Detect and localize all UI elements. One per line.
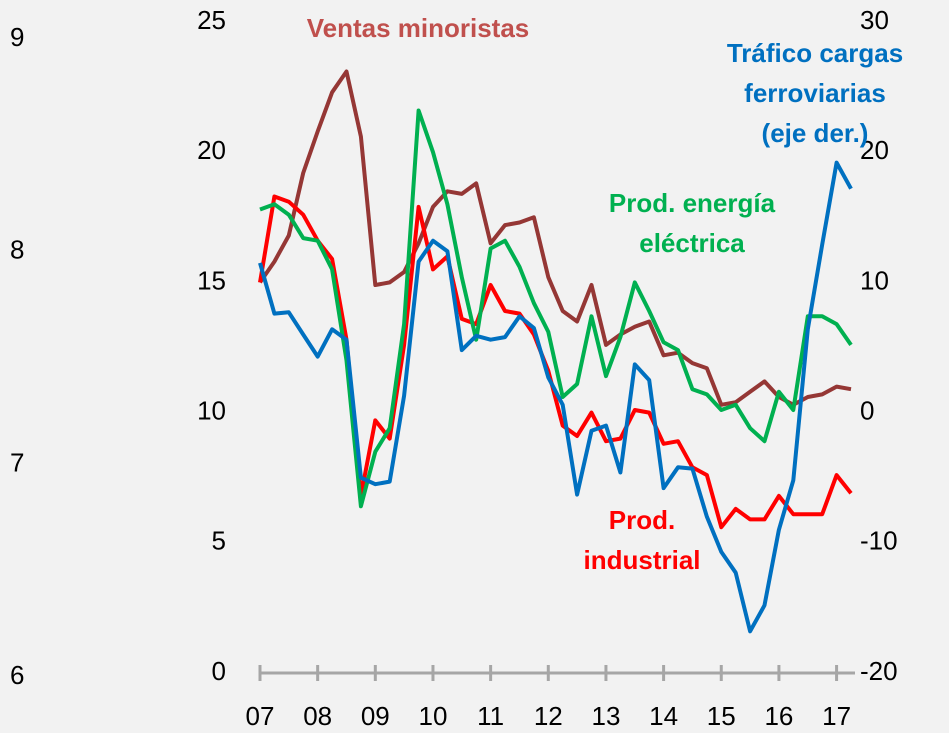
x-tick-label: 17	[822, 701, 851, 731]
y-tick-label: 25	[197, 5, 226, 35]
y2-tick-label: 30	[860, 5, 889, 35]
y2-tick-label: -10	[860, 526, 898, 556]
x-tick-label: 08	[303, 701, 332, 731]
y3-tick-label: 9	[10, 22, 24, 52]
series-line	[258, 160, 853, 634]
annotation: Prod.	[609, 505, 675, 535]
y-tick-label: 15	[197, 265, 226, 295]
x-tick-label: 11	[477, 701, 504, 731]
y-tick-label: 5	[212, 526, 226, 556]
x-tick-label: 09	[361, 701, 390, 731]
annotation: Tráfico cargas	[727, 38, 903, 68]
y3-tick-label: 8	[10, 235, 24, 265]
y2-tick-label: 0	[860, 395, 874, 425]
y3-tick-label: 6	[10, 660, 24, 690]
annotation: Ventas minoristas	[307, 13, 530, 43]
y2-tick-label: -20	[860, 656, 898, 686]
x-tick-label: 14	[649, 701, 678, 731]
series-line	[258, 69, 852, 407]
y2-tick-label: 20	[860, 135, 889, 165]
y3-tick-label: 7	[10, 447, 24, 477]
x-tick-label: 10	[419, 701, 448, 731]
x-tick-label: 15	[707, 701, 736, 731]
annotation: Prod. energía	[609, 188, 776, 218]
y-tick-label: 20	[197, 135, 226, 165]
annotation: eléctrica	[639, 228, 745, 258]
x-tick-label: 12	[534, 701, 563, 731]
x-tick-label: 16	[764, 701, 793, 731]
y-tick-label: 0	[212, 656, 226, 686]
y-tick-label: 10	[197, 395, 226, 425]
annotation: ferroviarias	[744, 78, 886, 108]
series-line	[259, 108, 853, 509]
annotation: industrial	[583, 545, 700, 575]
y2-tick-label: 10	[860, 265, 889, 295]
x-tick-label: 07	[246, 701, 275, 731]
annotation: (eje der.)	[762, 118, 869, 148]
x-tick-label: 13	[591, 701, 620, 731]
